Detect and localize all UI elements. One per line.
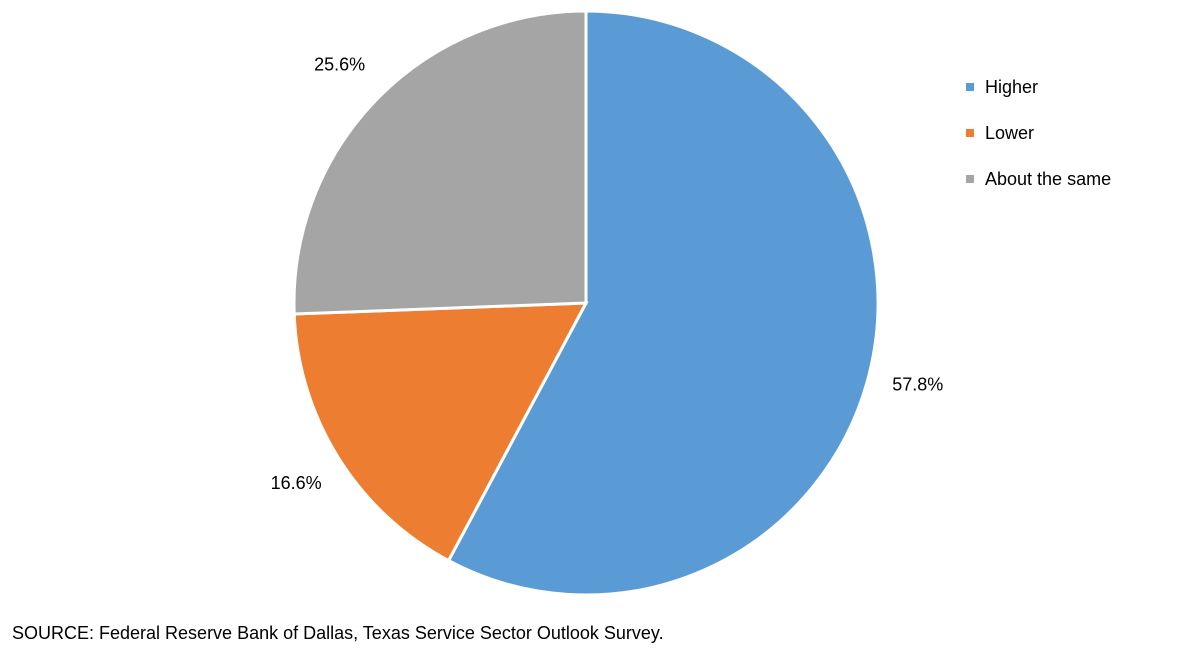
data-label-lower: 16.6% xyxy=(271,473,322,493)
data-label-higher: 57.8% xyxy=(892,375,943,395)
pie-slice-higher xyxy=(446,9,880,597)
source-note: SOURCE: Federal Reserve Bank of Dallas, … xyxy=(12,623,664,643)
pie-slices xyxy=(292,9,880,597)
pie-slice-about-the-same xyxy=(292,9,588,316)
legend-swatch-about-the-same xyxy=(966,175,974,183)
chart-legend: Higher Lower About the same xyxy=(966,64,1111,202)
legend-swatch-lower xyxy=(966,129,974,137)
data-label-about-the-same: 25.6% xyxy=(314,55,365,75)
pie-data-labels: 57.8% 16.6% 25.6% xyxy=(271,55,944,494)
legend-item-lower: Lower xyxy=(966,110,1111,156)
legend-label-higher: Higher xyxy=(985,76,1039,97)
legend-item-about-the-same: About the same xyxy=(966,156,1111,202)
legend-label-lower: Lower xyxy=(985,122,1035,143)
pie-slice-lower xyxy=(292,301,589,563)
legend-item-higher: Higher xyxy=(966,64,1111,110)
legend-swatch-higher xyxy=(966,83,974,91)
legend-label-about-the-same: About the same xyxy=(985,168,1112,189)
